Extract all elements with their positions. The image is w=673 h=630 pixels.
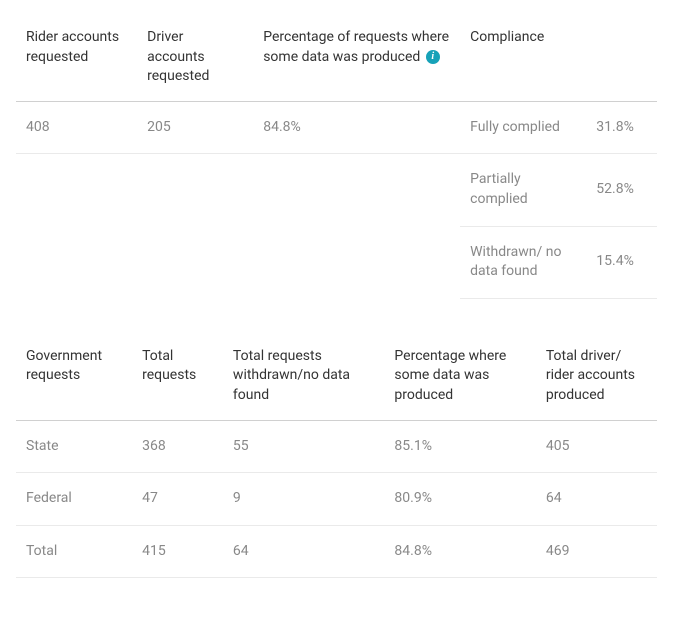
cell-empty <box>16 226 137 298</box>
cell-compliance-label: Withdrawn/ no data found <box>460 226 586 298</box>
cell-gov-withdrawn: 9 <box>223 473 385 526</box>
cell-gov-total: 47 <box>132 473 223 526</box>
col-header-percentage: Percentage of requests where some data w… <box>253 16 460 101</box>
col-header-driver: Driver accounts requested <box>137 16 253 101</box>
col-header-gov-percentage: Percentage where some data was produced <box>384 335 535 420</box>
col-header-total-accounts: Total driver/ rider accounts produced <box>536 335 657 420</box>
cell-compliance-label: Fully complied <box>460 101 586 154</box>
cell-gov-label: State <box>16 420 132 473</box>
table-row: 408 205 84.8% Fully complied 31.8% <box>16 101 657 154</box>
cell-gov-accounts: 469 <box>536 525 657 578</box>
cell-gov-pct: 84.8% <box>384 525 535 578</box>
cell-compliance-label: Partially complied <box>460 154 586 226</box>
cell-gov-withdrawn: 55 <box>223 420 385 473</box>
cell-driver: 205 <box>137 101 253 154</box>
cell-empty <box>137 154 253 226</box>
cell-gov-pct: 80.9% <box>384 473 535 526</box>
cell-compliance-pct: 52.8% <box>586 154 657 226</box>
table-row: Total 415 64 84.8% 469 <box>16 525 657 578</box>
col-header-compliance: Compliance <box>460 16 657 101</box>
cell-compliance-pct: 15.4% <box>586 226 657 298</box>
cell-gov-label: Federal <box>16 473 132 526</box>
compliance-header-row: Rider accounts requested Driver accounts… <box>16 16 657 101</box>
cell-gov-total: 415 <box>132 525 223 578</box>
cell-gov-pct: 85.1% <box>384 420 535 473</box>
table-row: Federal 47 9 80.9% 64 <box>16 473 657 526</box>
cell-gov-accounts: 64 <box>536 473 657 526</box>
col-header-total-requests: Total requests <box>132 335 223 420</box>
cell-gov-withdrawn: 64 <box>223 525 385 578</box>
cell-gov-total: 368 <box>132 420 223 473</box>
government-requests-table: Government requests Total requests Total… <box>16 335 657 579</box>
cell-percentage: 84.8% <box>253 101 460 154</box>
col-header-withdrawn: Total requests withdrawn/no data found <box>223 335 385 420</box>
cell-empty <box>137 226 253 298</box>
compliance-table: Rider accounts requested Driver accounts… <box>16 16 657 299</box>
cell-compliance-pct: 31.8% <box>586 101 657 154</box>
cell-gov-label: Total <box>16 525 132 578</box>
col-header-gov-requests: Government requests <box>16 335 132 420</box>
col-header-rider: Rider accounts requested <box>16 16 137 101</box>
gov-header-row: Government requests Total requests Total… <box>16 335 657 420</box>
col-header-percentage-text: Percentage of requests where some data w… <box>263 29 449 65</box>
cell-empty <box>253 154 460 226</box>
table-row: State 368 55 85.1% 405 <box>16 420 657 473</box>
cell-empty <box>253 226 460 298</box>
info-icon[interactable]: i <box>426 50 440 64</box>
cell-empty <box>16 154 137 226</box>
table-row: Withdrawn/ no data found 15.4% <box>16 226 657 298</box>
cell-rider: 408 <box>16 101 137 154</box>
cell-gov-accounts: 405 <box>536 420 657 473</box>
table-row: Partially complied 52.8% <box>16 154 657 226</box>
